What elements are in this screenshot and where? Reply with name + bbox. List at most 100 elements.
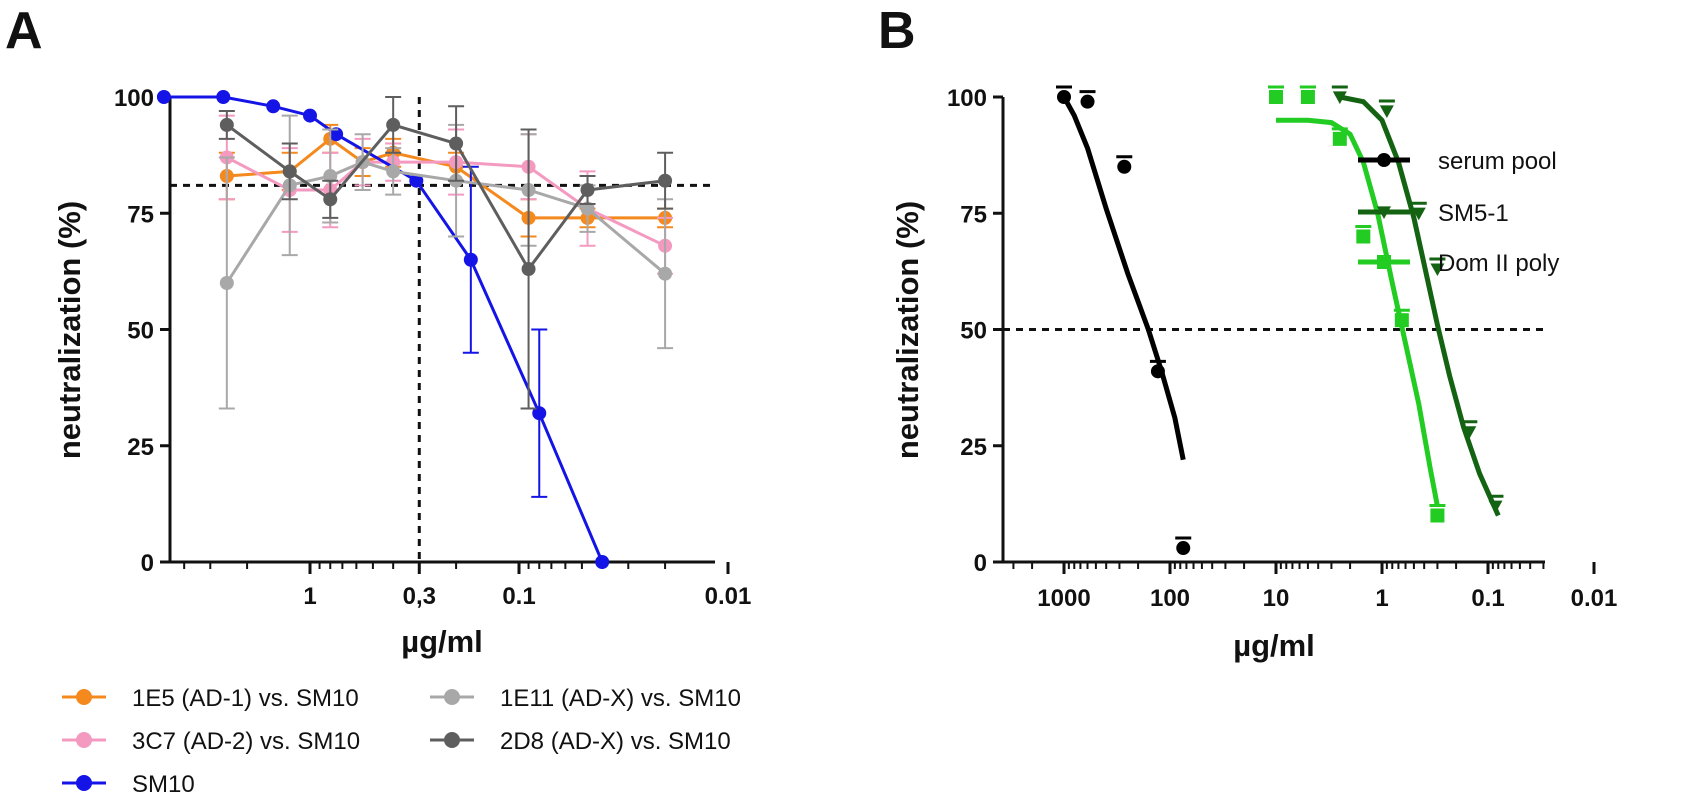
data-point <box>1462 426 1477 439</box>
legend-label: serum pool <box>1438 148 1557 175</box>
x-tick-label: 0,3 <box>403 583 436 610</box>
legend-item: serum pool <box>1358 148 1557 175</box>
x-tick-label: 1 <box>303 583 316 610</box>
y-tick-label: 100 <box>114 85 154 112</box>
data-point <box>1300 90 1315 104</box>
legend-b: serum pool SM5-1 Dom II poly <box>1358 148 1559 277</box>
legend-marker <box>444 689 460 705</box>
legend-item: 1E5 (AD-1) vs. SM10 <box>62 685 359 712</box>
data-point <box>1411 207 1426 221</box>
data-point <box>1117 159 1132 174</box>
x-tick-label: 10 <box>1263 585 1290 612</box>
x-axis-label: µg/ml <box>401 624 483 659</box>
panel-b-letter: B <box>878 2 916 60</box>
data-point <box>216 90 231 104</box>
data-point <box>386 117 401 132</box>
data-point <box>323 192 338 207</box>
legend-item: 3C7 (AD-2) vs. SM10 <box>62 728 360 755</box>
fit-curve <box>1276 117 1440 507</box>
panel-a-chart: 0 25 50 75 100 1 0,3 0.1 0.01 neutralization (%)… <box>52 85 751 659</box>
legend-item: SM10 <box>62 771 195 798</box>
legend-item: 2D8 (AD-X) vs. SM10 <box>430 728 731 755</box>
data-point <box>156 90 171 104</box>
y-axis-label: neutralization (%) <box>890 201 925 459</box>
data-point <box>1379 105 1394 118</box>
data-point <box>219 276 234 290</box>
data-point <box>329 127 344 142</box>
y-tick-label: 0 <box>974 550 987 577</box>
legend-label: 2D8 (AD-X) vs. SM10 <box>500 728 731 755</box>
fit-curve <box>1061 95 1186 461</box>
x-tick-label: 1000 <box>1037 585 1090 612</box>
y-tick-label: 25 <box>127 434 154 461</box>
data-point <box>658 173 673 188</box>
legend-label: 1E5 (AD-1) vs. SM10 <box>132 685 359 712</box>
legend-item: SM5-1 <box>1358 200 1509 227</box>
x-tick-label: 0.01 <box>1571 585 1618 612</box>
data-point <box>1377 255 1391 269</box>
data-point <box>282 164 297 179</box>
y-tick-label: 75 <box>960 201 987 228</box>
data-point <box>580 201 595 216</box>
data-point <box>323 169 338 184</box>
y-tick-label: 75 <box>127 201 154 228</box>
data-point <box>409 173 424 188</box>
panel-a-letter: A <box>5 2 43 60</box>
x-tick-label: 0.01 <box>705 583 752 610</box>
data-point <box>266 99 281 114</box>
legend-label: SM5-1 <box>1438 200 1509 227</box>
panel-b-chart: 0 25 50 75 100 1000 100 10 1 0.1 0.01 neutralizati… <box>890 85 1617 663</box>
legend-a: 1E5 (AD-1) vs. SM10 3C7 (AD-2) vs. SM10 SM… <box>62 685 741 798</box>
data-point <box>580 183 595 197</box>
data-point <box>1332 91 1347 104</box>
series-2 <box>156 90 610 569</box>
x-tick-label: 1 <box>1375 585 1388 612</box>
series-line <box>225 123 666 272</box>
legend-marker <box>76 689 92 705</box>
data-point <box>1356 229 1371 244</box>
data-point <box>1150 364 1165 379</box>
y-tick-label: 50 <box>960 318 987 345</box>
y-tick-label: 0 <box>141 550 154 577</box>
y-axis-label: neutralization (%) <box>52 201 87 459</box>
series-0 <box>1056 85 1192 556</box>
legend-marker <box>444 732 460 748</box>
legend-label: 3C7 (AD-2) vs. SM10 <box>132 728 360 755</box>
x-tick-label: 0.1 <box>502 583 535 610</box>
x-axis-label: µg/ml <box>1233 628 1315 663</box>
legend-label: 1E11 (AD-X) vs. SM10 <box>500 685 741 712</box>
data-point <box>1332 131 1347 146</box>
data-point <box>1394 313 1409 328</box>
data-point <box>658 266 673 281</box>
data-point <box>1377 206 1391 219</box>
data-point <box>1430 508 1445 523</box>
data-point <box>1057 90 1071 104</box>
data-point <box>595 555 610 569</box>
data-point <box>1430 263 1445 277</box>
data-point <box>521 262 536 277</box>
legend-item: Dom II poly <box>1358 250 1559 277</box>
y-tick-label: 100 <box>947 85 987 112</box>
legend-item: 1E11 (AD-X) vs. SM10 <box>430 685 741 712</box>
legend-marker <box>76 732 92 748</box>
legend-label: Dom II poly <box>1438 250 1559 277</box>
x-tick-label: 0.1 <box>1471 585 1504 612</box>
data-point <box>1176 541 1191 556</box>
data-point <box>463 252 478 267</box>
data-point <box>1377 153 1391 167</box>
data-point <box>1269 90 1283 104</box>
y-tick-label: 50 <box>127 318 154 345</box>
y-tick-label: 25 <box>960 434 987 461</box>
x-tick-label: 100 <box>1150 585 1190 612</box>
data-point <box>303 108 317 123</box>
data-point <box>449 136 464 151</box>
data-point <box>532 406 547 421</box>
data-point <box>1080 94 1095 109</box>
data-point <box>219 117 234 132</box>
legend-label: SM10 <box>132 771 195 798</box>
series-3 <box>218 114 674 410</box>
series-4 <box>218 96 674 410</box>
series-2 <box>1268 85 1446 523</box>
fit-curve <box>1339 94 1501 517</box>
